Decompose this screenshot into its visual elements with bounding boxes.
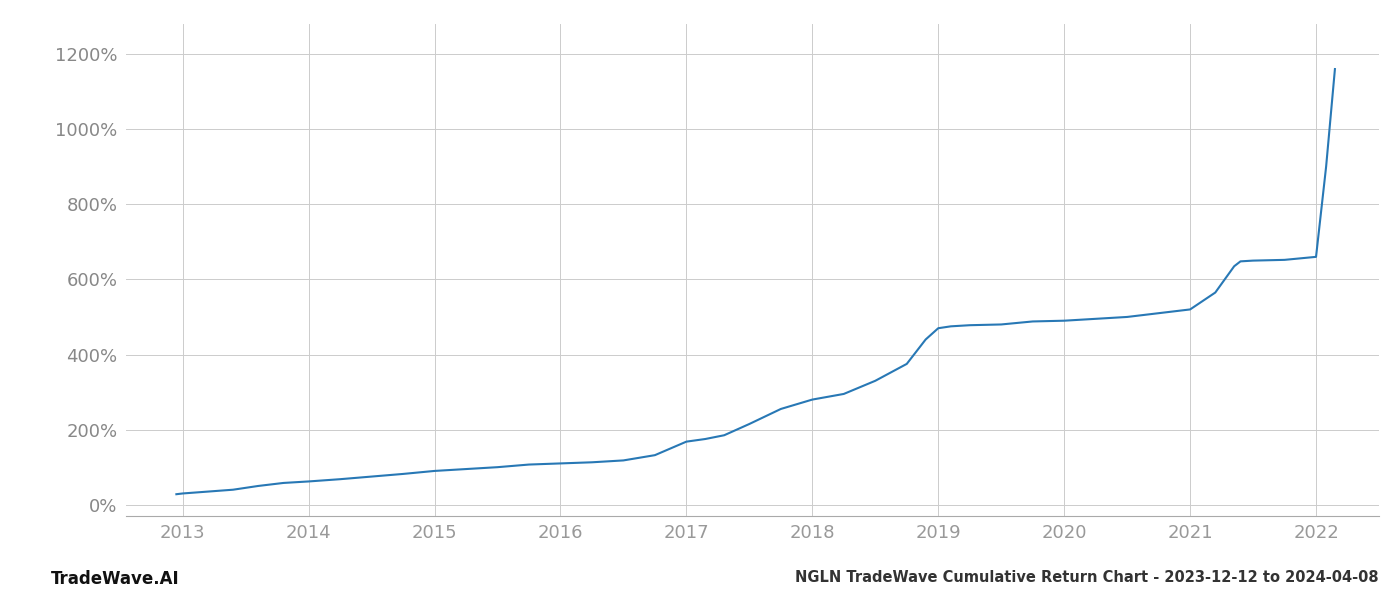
Text: NGLN TradeWave Cumulative Return Chart - 2023-12-12 to 2024-04-08: NGLN TradeWave Cumulative Return Chart -… [795,570,1379,585]
Text: TradeWave.AI: TradeWave.AI [50,570,179,588]
